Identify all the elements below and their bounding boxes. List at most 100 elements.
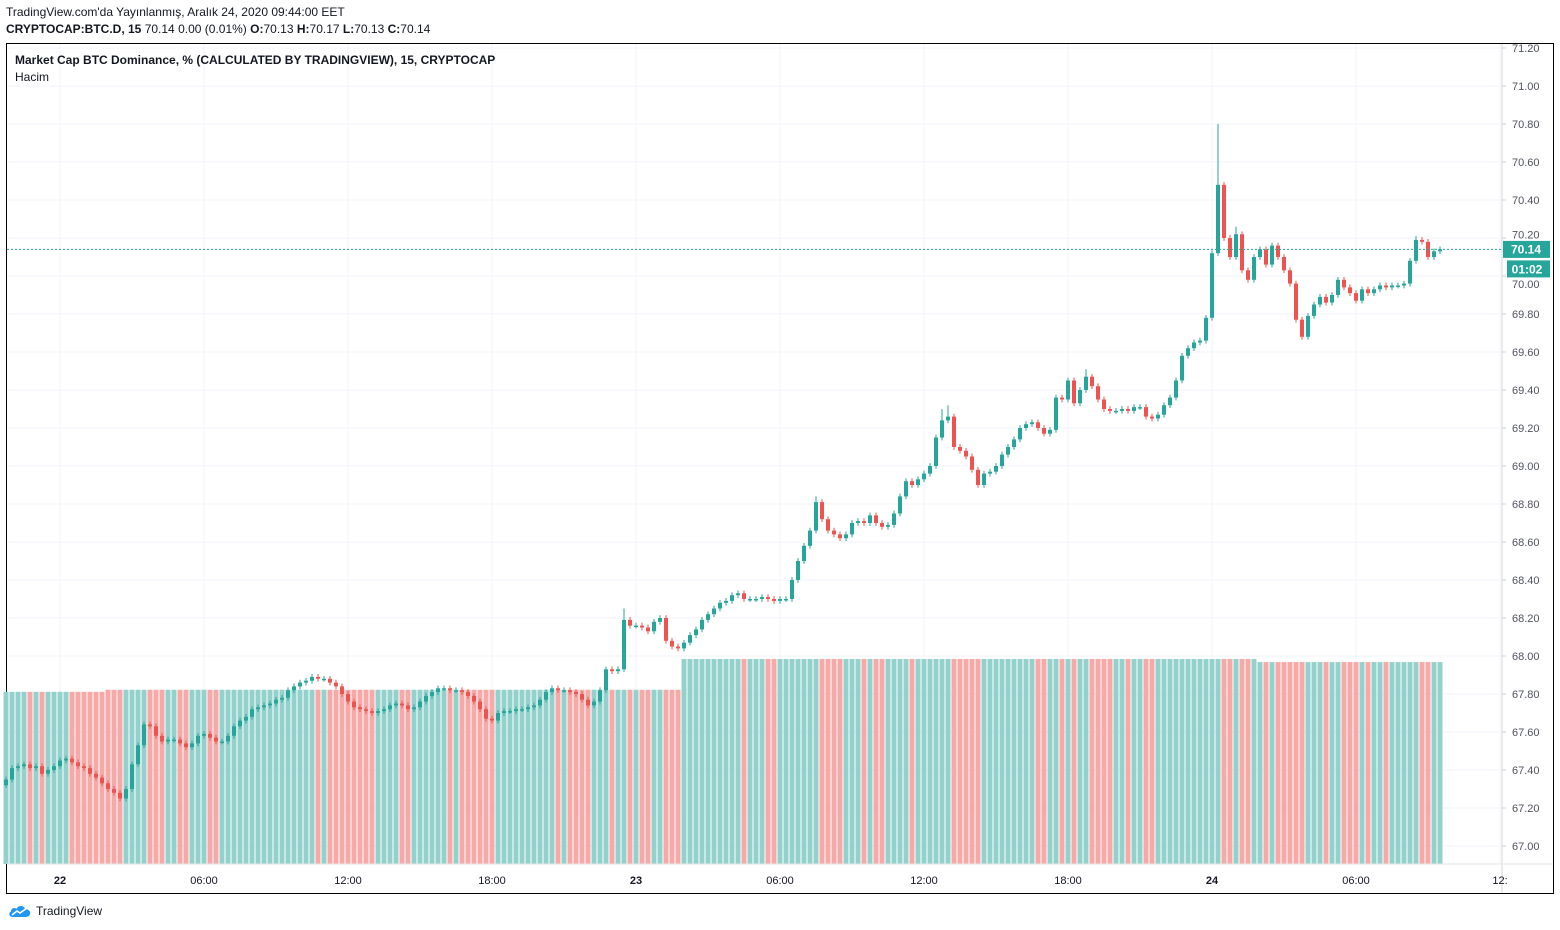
candle-up: [982, 473, 986, 485]
volume-bar: [825, 659, 831, 864]
candle-up: [1132, 407, 1136, 411]
series-title[interactable]: Market Cap BTC Dominance, % (CALCULATED …: [15, 53, 496, 67]
x-tick-label: 06:00: [766, 875, 794, 887]
candle-down: [484, 709, 488, 719]
volume-bar: [279, 689, 285, 864]
candle-up: [1216, 184, 1220, 254]
volume-bar: [51, 691, 57, 864]
volume-bar: [1437, 662, 1443, 864]
candle-up: [544, 692, 548, 700]
volume-bar: [1347, 662, 1353, 864]
candle-up: [1402, 283, 1406, 286]
chart-frame[interactable]: [6, 43, 1554, 894]
volume-bar: [681, 659, 687, 864]
volume-bar: [705, 659, 711, 864]
volume-bar: [855, 659, 861, 864]
y-tick-label: 70.00: [1512, 279, 1540, 291]
candle-down: [370, 711, 374, 713]
candle-up: [10, 768, 14, 780]
volume-bar: [1317, 662, 1323, 864]
volume-bar: [1047, 659, 1053, 864]
candle-down: [766, 597, 770, 599]
volume-bar: [1059, 659, 1065, 864]
volume-legend[interactable]: Hacim: [15, 70, 50, 84]
volume-bar: [789, 659, 795, 864]
price-axis[interactable]: 71.20 71.00 70.80 70.60 70.40 70.20 70.00 69.80…: [1502, 43, 1540, 853]
volume-bar: [333, 689, 339, 864]
volume-bar: [369, 689, 375, 864]
x-tick-label: 22: [54, 875, 66, 887]
volume-bar: [135, 689, 141, 864]
candle-up: [16, 766, 20, 769]
volume-bar: [375, 689, 381, 864]
bar-countdown: 01:02: [1512, 262, 1543, 276]
volume-bar: [771, 659, 777, 864]
tradingview-cloud-icon: [9, 906, 31, 917]
volume-bar: [579, 689, 585, 864]
volume-bar: [291, 689, 297, 864]
candle-up: [784, 599, 788, 601]
candle-down: [964, 450, 968, 457]
candle-down: [400, 703, 404, 706]
candle-up: [688, 635, 692, 643]
symbol-name[interactable]: CRYPTOCAP:BTC.D, 15: [6, 22, 142, 36]
candle-down: [76, 762, 80, 767]
candle-up: [538, 699, 542, 706]
candle-up: [136, 745, 140, 765]
x-tick-label: 12:: [1492, 875, 1507, 887]
candle-up: [1078, 390, 1082, 404]
candle-up: [298, 682, 302, 687]
volume-bar: [663, 689, 669, 864]
candle-down: [1108, 409, 1112, 411]
candle-down: [358, 707, 362, 710]
candle-up: [202, 733, 206, 736]
candle-down: [1294, 283, 1298, 320]
volume-bar: [693, 659, 699, 864]
candle-up: [310, 676, 314, 681]
candle-down: [1042, 428, 1046, 434]
volume-bar: [675, 689, 681, 864]
y-tick-label: 68.20: [1512, 613, 1540, 625]
last-price-tag: 70.14: [1503, 240, 1550, 258]
volume-bar: [849, 659, 855, 864]
candle-up: [904, 481, 908, 497]
x-tick-label: 18:00: [478, 875, 506, 887]
candle-up: [1210, 253, 1214, 318]
volume-bar: [33, 691, 39, 864]
candle-up: [736, 593, 740, 596]
candle-up: [274, 699, 278, 704]
volume-bar: [495, 689, 501, 864]
volume-bar: [429, 689, 435, 864]
candle-up: [1234, 234, 1238, 257]
footer-brand[interactable]: TradingView: [8, 903, 102, 919]
candle-down: [1282, 257, 1286, 271]
volume-bar: [927, 659, 933, 864]
volume-bar: [27, 691, 33, 864]
volume-bar: [1323, 662, 1329, 864]
candle-down: [880, 523, 884, 527]
candle-down: [316, 676, 320, 679]
volume-bar: [231, 689, 237, 864]
candle-down: [208, 733, 212, 738]
candle-up: [142, 724, 146, 746]
time-axis[interactable]: 22 06:00 12:00 18:00 23 06:00 12:00 18:00 24 06:0…: [54, 875, 1508, 887]
y-tick-label: 70.80: [1512, 119, 1540, 131]
volume-bar: [1083, 659, 1089, 864]
y-tick-label: 68.00: [1512, 651, 1540, 663]
candle-up: [916, 479, 920, 485]
last-price: 70.14: [144, 22, 175, 36]
candle-up: [526, 707, 530, 710]
candle-up: [436, 688, 440, 693]
candle-up: [796, 561, 800, 580]
volume-bar: [945, 659, 951, 864]
volume-bar: [87, 691, 93, 864]
volume-bar: [453, 689, 459, 864]
volume-bar: [1305, 662, 1311, 864]
candle-up: [994, 466, 998, 472]
candle-up: [244, 716, 248, 721]
volume-bar: [903, 659, 909, 864]
volume-bar: [723, 659, 729, 864]
volume-bar: [1359, 662, 1365, 864]
candle-down: [1420, 239, 1424, 242]
